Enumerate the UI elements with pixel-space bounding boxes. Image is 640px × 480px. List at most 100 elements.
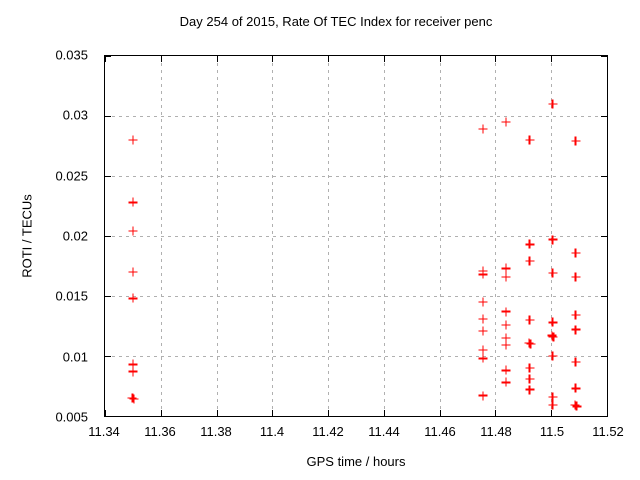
x-tick-mark xyxy=(105,410,106,416)
data-point xyxy=(129,394,139,404)
x-tick-label: 11.42 xyxy=(312,424,344,439)
data-point xyxy=(571,357,581,367)
x-tick-mark xyxy=(216,56,218,62)
data-point xyxy=(548,392,558,402)
data-point xyxy=(525,315,535,325)
x-tick-mark xyxy=(551,410,553,416)
data-point xyxy=(478,353,488,363)
plot-area xyxy=(104,55,608,417)
y-tick-mark xyxy=(601,116,607,117)
data-point xyxy=(127,393,137,403)
x-tick-mark xyxy=(272,56,274,62)
x-tick-mark xyxy=(272,410,274,416)
y-tick-label: 0.025 xyxy=(55,168,88,184)
gridline-horizontal xyxy=(105,356,607,357)
data-point xyxy=(501,320,511,330)
data-point xyxy=(478,391,488,401)
x-tick-mark xyxy=(607,56,608,62)
x-tick-label: 11.36 xyxy=(144,424,176,439)
x-tick-mark xyxy=(495,410,497,416)
data-point xyxy=(501,365,511,375)
data-point xyxy=(525,135,535,145)
data-point xyxy=(571,325,581,335)
x-axis-label: GPS time / hours xyxy=(306,454,406,469)
y-tick-mark xyxy=(105,356,111,357)
x-tick-label: 11.46 xyxy=(424,424,456,439)
x-tick-mark xyxy=(328,56,330,62)
y-tick-labels: 0.005 0.01 0.015 0.02 0.025 0.03 0.035 xyxy=(0,48,96,425)
x-tick-mark xyxy=(551,56,553,62)
data-point xyxy=(128,135,138,145)
gridline-horizontal xyxy=(105,116,607,117)
x-tick-label: 11.44 xyxy=(368,424,400,439)
data-point xyxy=(525,374,535,384)
data-point xyxy=(501,333,511,343)
x-tick-mark xyxy=(216,410,218,416)
x-tick-label: 11.52 xyxy=(592,424,624,439)
gridline-horizontal xyxy=(105,296,607,297)
data-point xyxy=(547,331,557,341)
gridline-horizontal xyxy=(105,236,607,237)
x-tick-mark xyxy=(160,410,162,416)
x-tick-mark xyxy=(607,410,608,416)
data-point xyxy=(501,377,511,387)
data-point xyxy=(478,314,488,324)
y-tick-mark xyxy=(601,176,607,177)
y-tick-label: 0.005 xyxy=(55,409,88,425)
x-tick-label: 11.5 xyxy=(539,424,565,439)
data-point xyxy=(478,297,488,307)
gridline-horizontal xyxy=(105,176,607,177)
y-tick-mark xyxy=(601,56,607,57)
data-point xyxy=(128,226,138,236)
y-tick-label: 0.01 xyxy=(62,349,88,365)
data-point xyxy=(571,272,581,282)
data-point xyxy=(570,400,580,410)
data-point xyxy=(525,239,535,249)
data-point xyxy=(128,267,138,277)
data-point xyxy=(501,263,511,273)
y-tick-label: 0.03 xyxy=(62,107,88,123)
y-tick-label: 0.015 xyxy=(55,288,88,304)
data-point xyxy=(128,293,138,303)
x-tick-label: 11.4 xyxy=(259,424,285,439)
data-point xyxy=(572,401,582,411)
data-point xyxy=(571,248,581,258)
x-tick-mark xyxy=(495,56,497,62)
data-point xyxy=(526,339,536,349)
y-tick-mark xyxy=(601,296,607,297)
data-point xyxy=(501,117,511,127)
data-point xyxy=(501,340,511,350)
data-point xyxy=(548,317,558,327)
data-point xyxy=(548,268,558,278)
x-tick-mark xyxy=(328,410,330,416)
y-tick-mark xyxy=(105,116,111,117)
data-point xyxy=(478,345,488,355)
data-point xyxy=(525,385,535,395)
data-point xyxy=(548,235,558,245)
x-tick-label: 11.34 xyxy=(88,424,120,439)
x-tick-label: 11.48 xyxy=(480,424,512,439)
data-point xyxy=(548,332,558,342)
x-tick-mark xyxy=(439,410,441,416)
y-tick-mark xyxy=(601,236,607,237)
data-point xyxy=(524,338,534,348)
data-point xyxy=(501,272,511,282)
y-tick-mark xyxy=(105,176,111,177)
data-point xyxy=(501,307,511,317)
data-point xyxy=(525,363,535,373)
data-point xyxy=(478,124,488,134)
data-point xyxy=(571,383,581,393)
y-tick-mark xyxy=(601,356,607,357)
x-tick-mark xyxy=(160,56,162,62)
y-tick-mark xyxy=(105,416,111,417)
x-tick-mark xyxy=(383,410,385,416)
data-point xyxy=(128,359,138,369)
x-tick-label: 11.38 xyxy=(200,424,232,439)
data-point xyxy=(478,269,488,279)
y-tick-mark xyxy=(105,236,111,237)
chart-title: Day 254 of 2015, Rate Of TEC Index for r… xyxy=(179,14,493,29)
x-tick-mark xyxy=(439,56,441,62)
data-point xyxy=(548,400,558,410)
x-tick-labels: 11.34 11.36 11.38 11.4 11.42 11.44 11.46 11.48 1… xyxy=(88,424,624,442)
